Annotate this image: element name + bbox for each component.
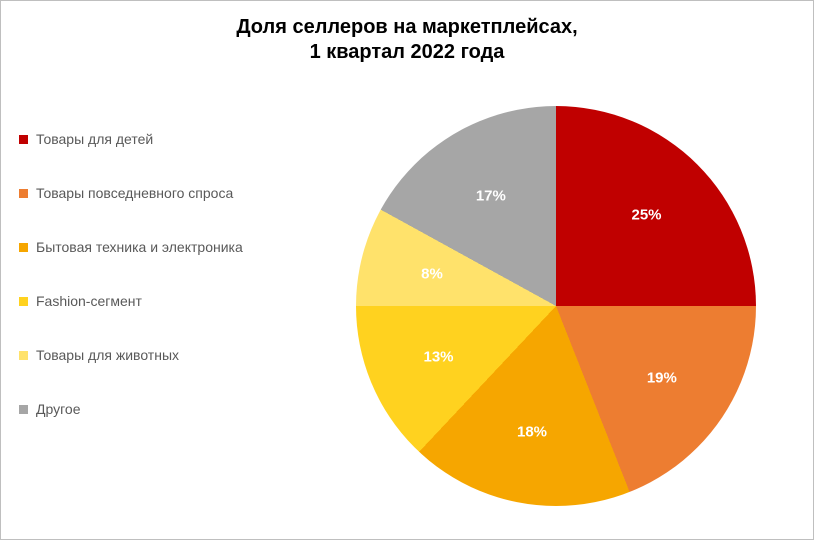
chart-title-line2: 1 квартал 2022 года	[310, 41, 505, 63]
slice-label: 8%	[421, 266, 443, 283]
legend-swatch	[19, 405, 28, 414]
legend: Товары для детей Товары повседневного спр…	[19, 131, 279, 455]
slice-label: 13%	[424, 348, 454, 365]
chart-title: Доля селлеров на маркетплейсах, 1 кварта…	[1, 15, 813, 65]
legend-label: Бытовая техника и электроника	[36, 239, 243, 255]
slice-label: 17%	[476, 187, 506, 204]
legend-item: Другое	[19, 401, 279, 417]
legend-item: Бытовая техника и электроника	[19, 239, 279, 255]
legend-item: Товары для животных	[19, 347, 279, 363]
legend-label: Товары для детей	[36, 131, 153, 147]
legend-swatch	[19, 135, 28, 144]
legend-label: Товары для животных	[36, 347, 179, 363]
legend-swatch	[19, 297, 28, 306]
pie-disc	[356, 106, 756, 506]
legend-item: Fashion-сегмент	[19, 293, 279, 309]
chart-frame: Доля селлеров на маркетплейсах, 1 кварта…	[0, 0, 814, 540]
legend-label: Другое	[36, 401, 80, 417]
legend-swatch	[19, 243, 28, 252]
legend-swatch	[19, 351, 28, 360]
legend-item: Товары для детей	[19, 131, 279, 147]
chart-title-line1: Доля селлеров на маркетплейсах,	[236, 16, 577, 38]
legend-swatch	[19, 189, 28, 198]
pie-chart: 25% 19% 18% 13% 8% 17%	[356, 106, 756, 506]
legend-item: Товары повседневного спроса	[19, 185, 279, 201]
slice-label: 19%	[647, 369, 677, 386]
legend-label: Fashion-сегмент	[36, 293, 142, 309]
slice-label: 18%	[517, 423, 547, 440]
slice-label: 25%	[631, 207, 661, 224]
legend-label: Товары повседневного спроса	[36, 185, 233, 201]
